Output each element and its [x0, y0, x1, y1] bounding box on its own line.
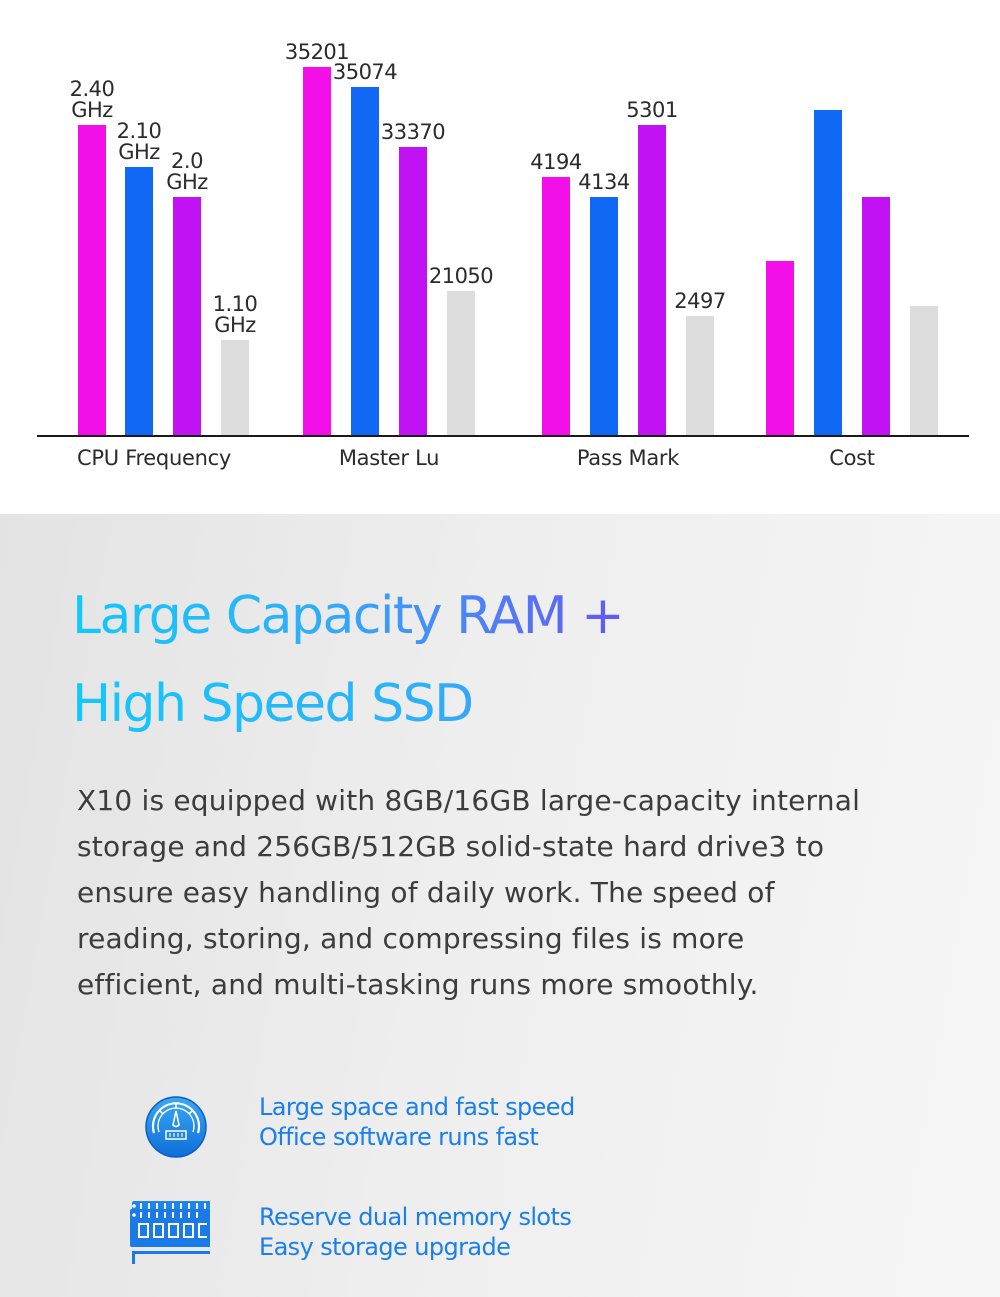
feature-text: Reserve dual memory slots Easy storage u…: [259, 1202, 572, 1262]
feature-fast-speed: Large space and fast speed Office softwa…: [130, 1092, 690, 1162]
bar-value-label: 2.10 GHz: [99, 121, 179, 163]
bar-value: 35201: [284, 40, 350, 64]
bar-unit: GHz: [118, 140, 160, 164]
bar-value-label: 2497: [660, 291, 740, 312]
description-paragraph: X10 is equipped with 8GB/16GB large-capa…: [77, 778, 957, 1008]
bar-cost-1: [766, 261, 794, 435]
bar-cpu-frequency-4: [221, 340, 249, 435]
ram-ssd-feature-section: Large Capacity RAM + High Speed SSD X10 …: [0, 514, 1000, 1297]
category-label-master-lu: Master Lu: [338, 446, 440, 470]
bar-value: 2.10: [116, 119, 162, 143]
feature-title: Reserve dual memory slots: [259, 1203, 572, 1231]
bar-pass-mark-4: [686, 316, 714, 435]
memory-module-icon: [130, 1200, 220, 1270]
bar-pass-mark-2: [590, 197, 618, 435]
speedometer-icon: [130, 1092, 210, 1162]
feature-memory-slots: Reserve dual memory slots Easy storage u…: [130, 1200, 690, 1270]
description-line: reading, storing, and compressing files …: [77, 922, 745, 955]
bar-unit: GHz: [71, 98, 113, 122]
bar-cpu-frequency-2: [125, 167, 153, 435]
bar-cost-2: [814, 110, 842, 435]
bar-value: 1.10: [212, 292, 258, 316]
description-line: X10 is equipped with 8GB/16GB large-capa…: [77, 784, 861, 817]
bar-pass-mark-1: [542, 177, 570, 435]
bar-value-label: 5301: [612, 100, 692, 121]
bar-cost-4: [910, 306, 938, 435]
bar-cpu-frequency-3: [173, 197, 201, 435]
bar-master-lu-3: [399, 147, 427, 435]
bar-value: 21050: [428, 264, 494, 288]
chart-x-axis: [37, 435, 969, 437]
bar-value-label: 1.10 GHz: [195, 294, 275, 336]
bar-value-label: 2.40 GHz: [52, 79, 132, 121]
category-label-cost: Cost: [829, 446, 875, 470]
bar-master-lu-1: [303, 67, 331, 435]
bar-value: 33370: [380, 120, 446, 144]
bar-master-lu-2: [351, 87, 379, 435]
bar-unit: GHz: [214, 313, 256, 337]
bar-value: 35074: [332, 60, 398, 84]
feature-subtitle: Office software runs fast: [259, 1123, 539, 1151]
bar-value-label: 2.0 GHz: [147, 151, 227, 193]
bar-value-label: 35074: [325, 62, 405, 83]
bar-value: 4134: [578, 170, 630, 194]
benchmark-bar-chart: 2.40 GHz 2.10 GHz 2.0 GHz 1.10 GHz 35201 35074 333…: [0, 0, 1000, 514]
bar-value-label: 4134: [564, 172, 644, 193]
bar-value-label: 33370: [373, 122, 453, 143]
bar-value: 2497: [674, 289, 726, 313]
bar-unit: GHz: [166, 170, 208, 194]
bar-value-label: 4194: [516, 152, 596, 173]
bar-value: 5301: [626, 98, 678, 122]
feature-subtitle: Easy storage upgrade: [259, 1233, 511, 1261]
headline-line-2: High Speed SSD: [72, 674, 662, 734]
bar-value-label: 35201: [277, 42, 357, 63]
description-line: ensure easy handling of daily work. The …: [77, 876, 775, 909]
bar-cost-3: [862, 197, 890, 435]
headline-line-1: Large Capacity RAM +: [72, 586, 662, 646]
bar-cpu-frequency-1: [78, 125, 106, 435]
bar-value: 2.0: [171, 149, 203, 173]
feature-title: Large space and fast speed: [259, 1093, 575, 1121]
bar-pass-mark-3: [638, 125, 666, 435]
bar-master-lu-4: [447, 291, 475, 435]
description-line: efficient, and multi-tasking runs more s…: [77, 968, 759, 1001]
description-line: storage and 256GB/512GB solid-state hard…: [77, 830, 825, 863]
category-label-cpu-frequency: CPU Frequency: [77, 446, 231, 470]
bar-value: 4194: [530, 150, 582, 174]
feature-text: Large space and fast speed Office softwa…: [259, 1092, 575, 1152]
bar-value-label: 21050: [421, 266, 501, 287]
category-label-pass-mark: Pass Mark: [576, 446, 680, 470]
bar-value: 2.40: [69, 77, 115, 101]
